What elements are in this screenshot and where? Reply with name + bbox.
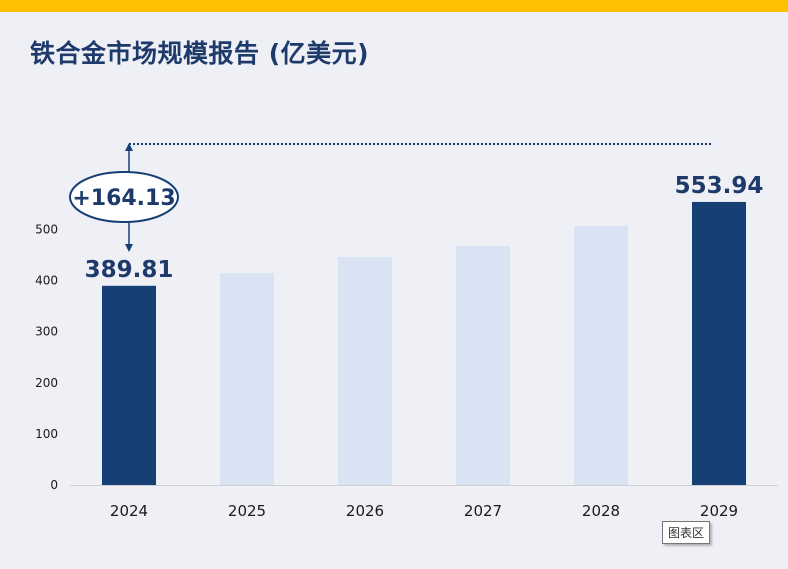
data-label-2029: 553.94 — [675, 173, 764, 199]
bar-2029 — [692, 202, 746, 485]
y-tick-label-500: 500 — [35, 223, 58, 237]
y-tick-label-300: 300 — [35, 325, 58, 339]
x-tick-label-2028: 2028 — [582, 502, 620, 520]
growth-arrow-down-head — [125, 244, 133, 252]
x-tick-label-2025: 2025 — [228, 502, 266, 520]
data-label-2024: 389.81 — [85, 257, 174, 283]
chart-area-tooltip: 图表区 — [662, 521, 710, 544]
bar-2026 — [338, 257, 392, 485]
growth-annotation-label: +164.13 — [72, 186, 175, 211]
x-tick-label-2026: 2026 — [346, 502, 384, 520]
bar-2027 — [456, 246, 510, 485]
y-tick-label-0: 0 — [50, 478, 58, 492]
x-tick-label-2027: 2027 — [464, 502, 502, 520]
x-tick-label-2024: 2024 — [110, 502, 148, 520]
y-tick-label-100: 100 — [35, 427, 58, 441]
bar-2024 — [102, 286, 156, 485]
growth-arrow-up-head — [125, 143, 133, 151]
bar-2025 — [220, 273, 274, 485]
bar-2028 — [574, 226, 628, 485]
y-tick-label-200: 200 — [35, 376, 58, 390]
x-tick-label-2029: 2029 — [700, 502, 738, 520]
y-tick-label-400: 400 — [35, 274, 58, 288]
